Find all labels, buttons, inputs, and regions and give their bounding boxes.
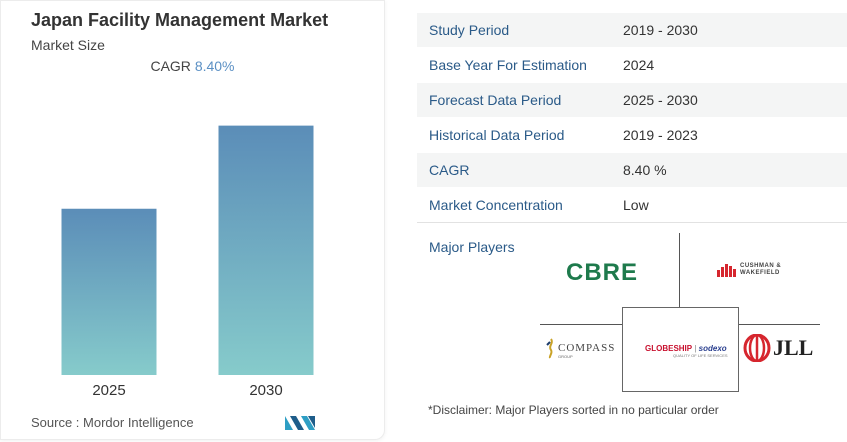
cagr-label: CAGR bbox=[150, 58, 191, 74]
player-highlight-box bbox=[622, 307, 739, 392]
cagr-value: 8.40% bbox=[194, 58, 235, 74]
market-size-card: Japan Facility Management Market Market … bbox=[0, 0, 385, 440]
row-value: 2019 - 2023 bbox=[623, 127, 698, 143]
cushman-line1: CUSHMAN & bbox=[740, 263, 782, 269]
major-players-label: Major Players bbox=[429, 239, 515, 255]
chart-subtitle: Market Size bbox=[31, 37, 105, 53]
sodexo-tagline: QUALITY OF LIFE SERVICES bbox=[673, 353, 728, 358]
table-row: Market Concentration Low bbox=[417, 188, 847, 223]
bar-2030 bbox=[218, 125, 314, 375]
row-value: 2024 bbox=[623, 57, 655, 73]
cushman-wakefield-logo: CUSHMAN & WAKEFIELD bbox=[717, 263, 781, 277]
divider bbox=[679, 233, 680, 307]
row-value: 2019 - 2030 bbox=[623, 22, 698, 38]
table-row: Historical Data Period 2019 - 2023 bbox=[417, 118, 847, 153]
x-tick-label: 2025 bbox=[92, 382, 125, 399]
row-value: 8.40 % bbox=[623, 162, 667, 178]
row-key: Study Period bbox=[429, 22, 510, 38]
sodexo-word: sodexo bbox=[698, 344, 727, 353]
x-tick-label: 2030 bbox=[249, 382, 282, 399]
table-row: CAGR 8.40 % bbox=[417, 153, 847, 188]
market-summary-table: Study Period 2019 - 2030 Base Year For E… bbox=[417, 13, 847, 223]
cagr-annotation: CAGR 8.40% bbox=[1, 58, 384, 74]
divider bbox=[540, 324, 622, 325]
row-value: 2025 - 2030 bbox=[623, 92, 698, 108]
compass-group-word: GROUP bbox=[558, 354, 573, 359]
cushman-bars-icon bbox=[717, 264, 736, 277]
bar-2025 bbox=[61, 208, 157, 375]
divider bbox=[738, 324, 820, 325]
table-row: Study Period 2019 - 2030 bbox=[417, 13, 847, 48]
row-value: Low bbox=[623, 197, 649, 213]
cbre-logo: CBRE bbox=[566, 259, 639, 286]
globeship-sodexo-logo: GLOBESHIP | sodexo QUALITY OF LIFE SERVI… bbox=[645, 344, 728, 358]
row-key: CAGR bbox=[429, 162, 470, 178]
bar-chart: 2025 2030 bbox=[61, 125, 314, 399]
globeship-word: GLOBESHIP bbox=[645, 344, 693, 353]
jll-logo: JLL bbox=[743, 334, 813, 362]
compass-word: COMPASS bbox=[558, 342, 616, 354]
table-row: Base Year For Estimation 2024 bbox=[417, 48, 847, 83]
chart-title: Japan Facility Management Market bbox=[31, 10, 329, 30]
source-note: Source : Mordor Intelligence bbox=[31, 415, 194, 430]
mordor-intelligence-logo-icon bbox=[285, 416, 315, 430]
jll-word: JLL bbox=[773, 335, 814, 360]
disclaimer-note: *Disclaimer: Major Players sorted in no … bbox=[428, 403, 719, 417]
cushman-line2: WAKEFIELD bbox=[740, 270, 780, 276]
row-key: Market Concentration bbox=[429, 197, 563, 213]
row-key: Historical Data Period bbox=[429, 127, 565, 143]
jll-rings-icon bbox=[743, 334, 771, 362]
table-row: Forecast Data Period 2025 - 2030 bbox=[417, 83, 847, 118]
row-key: Forecast Data Period bbox=[429, 92, 562, 108]
compass-flame-icon bbox=[546, 338, 553, 359]
row-key: Base Year For Estimation bbox=[429, 57, 587, 73]
compass-group-logo: COMPASS GROUP bbox=[544, 337, 615, 359]
